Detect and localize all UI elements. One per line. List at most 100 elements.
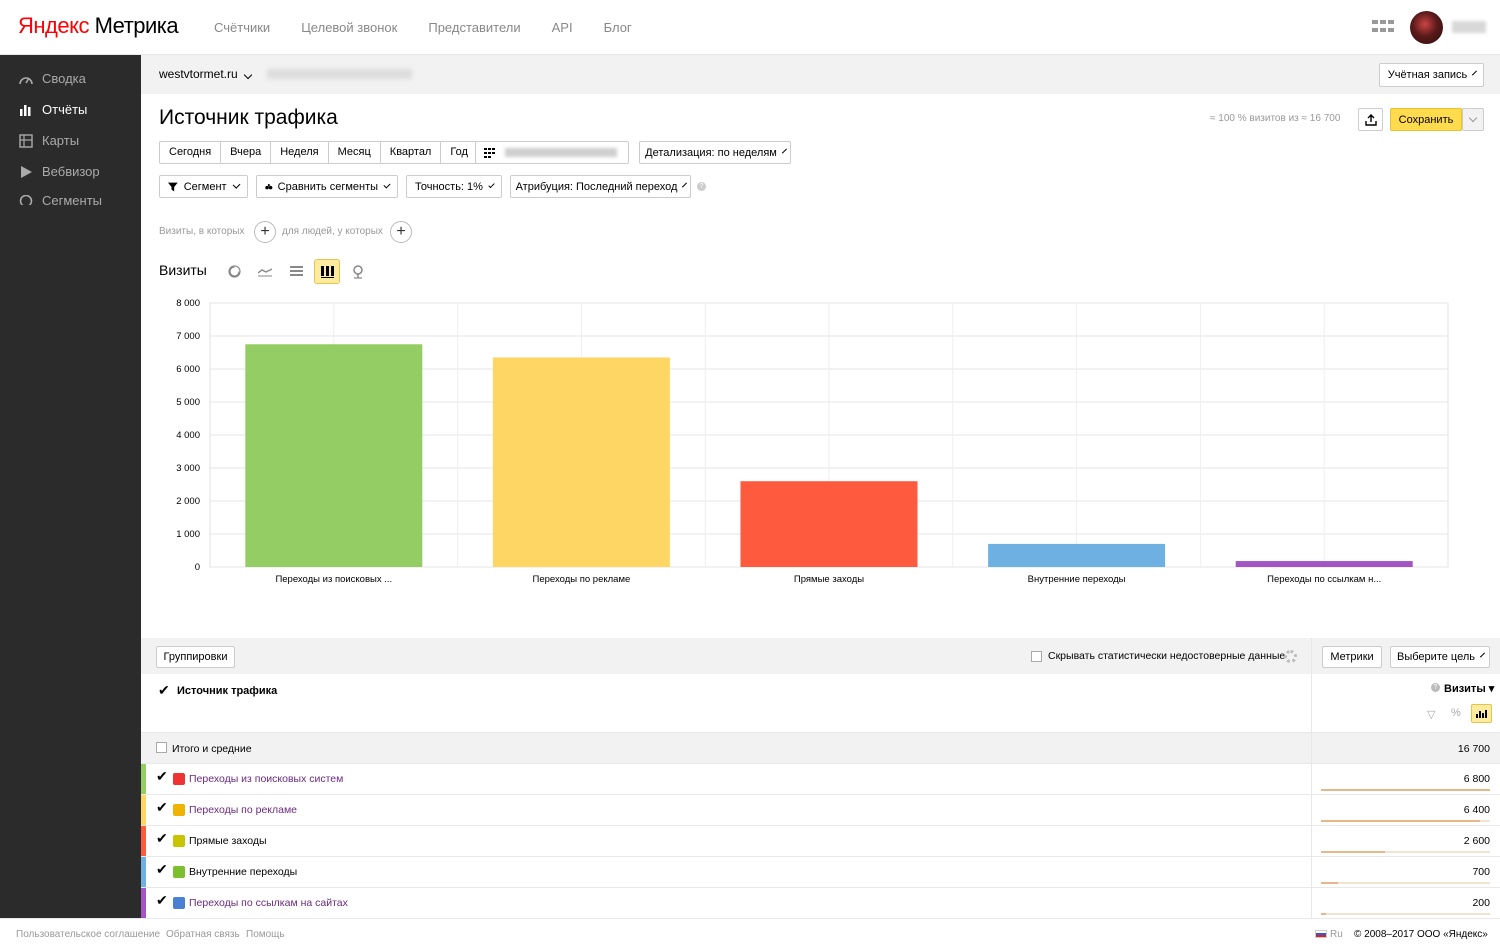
add-visit-filter-button[interactable]: + [254, 221, 276, 243]
period-selector: Сегодня Вчера Неделя Месяц Квартал Год [159, 141, 478, 164]
sidebar-item-reports[interactable]: Отчёты [18, 102, 87, 117]
nav-blog[interactable]: Блог [603, 20, 632, 35]
row-label[interactable]: Переходы из поисковых систем [189, 773, 344, 785]
checkmark-icon[interactable]: ✔ [158, 682, 170, 698]
x-tick-label: Внутренние переходы [1028, 574, 1126, 585]
help-icon[interactable]: ? [697, 182, 706, 191]
pie-chart-icon[interactable] [221, 259, 247, 284]
export-button[interactable] [1358, 108, 1383, 131]
segment-button[interactable]: Сегмент [159, 175, 248, 198]
share-bar-fill [1321, 913, 1327, 915]
table-row[interactable]: ✔ Переходы по рекламе 6 400 [141, 794, 1500, 826]
chevron-down-icon [781, 148, 787, 153]
account-button[interactable]: Учётная запись [1379, 63, 1484, 87]
save-button[interactable]: Сохранить [1390, 108, 1462, 131]
metrics-button[interactable]: Метрики [1322, 646, 1382, 668]
line-chart-icon[interactable] [252, 259, 278, 284]
sidebar-item-summary[interactable]: Сводка [18, 71, 86, 86]
checkmark-icon[interactable]: ✔ [156, 892, 168, 908]
sidebar-item-label: Сегменты [42, 195, 103, 205]
compare-label: Сравнить сегменты [277, 180, 379, 193]
nav-counters[interactable]: Счётчики [214, 20, 271, 35]
row-value: 6 400 [1463, 804, 1490, 816]
row-label[interactable]: Переходы по рекламе [189, 804, 298, 816]
nav-api[interactable]: API [551, 20, 573, 35]
compare-segments-button[interactable]: Сравнить сегменты [256, 175, 398, 198]
checkmark-icon[interactable]: ✔ [156, 799, 168, 815]
goal-dropdown[interactable]: Выберите цель [1390, 646, 1490, 668]
y-tick-label: 6 000 [176, 364, 200, 375]
date-range-picker[interactable] [475, 141, 629, 164]
chevron-down-icon [488, 181, 495, 188]
row-label[interactable]: Прямые заходы [189, 835, 267, 847]
bar-chart-icon[interactable] [1471, 704, 1492, 723]
checkmark-icon[interactable]: ✔ [156, 768, 168, 784]
period-month[interactable]: Месяц [328, 141, 381, 164]
agreement-link[interactable]: Пользовательское соглашение [16, 929, 161, 940]
sidebar-item-maps[interactable]: Карты [18, 133, 79, 148]
dimension-header[interactable]: Источник трафика [177, 685, 278, 697]
percent-icon[interactable]: % [1451, 707, 1461, 719]
y-tick-label: 0 [195, 562, 200, 573]
detail-dropdown[interactable]: Детализация: по неделям [639, 141, 791, 164]
table-row[interactable]: ✔ Переходы по ссылкам на сайтах 200 [141, 887, 1500, 919]
checkmark-icon[interactable]: ✔ [156, 830, 168, 846]
share-bar [1321, 882, 1490, 884]
bar-chart-icon[interactable] [314, 259, 340, 284]
detail-label: Детализация: по неделям [645, 146, 777, 159]
period-yesterday[interactable]: Вчера [221, 141, 272, 164]
row-label[interactable]: Внутренние переходы [189, 866, 298, 878]
table-row[interactable]: ✔ Внутренние переходы 700 [141, 856, 1500, 888]
source-icon [173, 897, 185, 909]
sidebar-item-webvisor[interactable]: Вебвизор [18, 164, 100, 179]
nav-representatives[interactable]: Представители [428, 20, 521, 35]
export-icon [1364, 113, 1377, 126]
series-color-stripe [141, 857, 146, 888]
visits-sampling-info: ≈ 100 % визитов из ≈ 16 700 [1210, 113, 1341, 124]
attribution-dropdown[interactable]: Атрибуция: Последний переход [510, 175, 691, 198]
totals-checkbox[interactable] [156, 742, 167, 753]
area-chart-icon[interactable] [283, 259, 309, 284]
groupings-button[interactable]: Группировки [156, 646, 235, 668]
site-selector[interactable]: westvtormet.ru [159, 67, 252, 81]
map-icon [19, 133, 33, 148]
logo[interactable]: Яндекс Метрика [18, 13, 179, 39]
help-link[interactable]: Помощь [246, 929, 285, 940]
metric-header[interactable]: Визиты ▾ [1444, 683, 1495, 695]
feedback-link[interactable]: Обратная связь [166, 929, 240, 940]
column-divider [1311, 638, 1312, 918]
table-row[interactable]: ✔ Прямые заходы 2 600 [141, 825, 1500, 857]
metrics-label: Метрики [1330, 651, 1374, 663]
language-link[interactable]: Ru [1330, 929, 1343, 940]
save-options-button[interactable] [1462, 108, 1484, 131]
sidebar-item-segments[interactable]: Сегменты [18, 195, 102, 205]
share-bar [1321, 913, 1490, 915]
bar [245, 344, 423, 567]
share-bar-fill [1321, 851, 1386, 853]
hide-unreliable-checkbox[interactable] [1031, 651, 1042, 662]
add-people-filter-button[interactable]: + [390, 221, 412, 243]
apps-grid-icon[interactable] [1372, 20, 1394, 34]
date-range-blurred [505, 148, 617, 157]
row-label[interactable]: Переходы по ссылкам на сайтах [189, 897, 348, 909]
map-pin-icon[interactable] [345, 259, 371, 284]
counter-id-blurred [267, 69, 412, 79]
period-quarter[interactable]: Квартал [380, 141, 442, 164]
row-value: 700 [1472, 866, 1490, 878]
nav-target-call[interactable]: Целевой звонок [301, 20, 398, 35]
filter-icon[interactable]: ▽ [1427, 709, 1436, 721]
gear-icon[interactable] [1284, 650, 1297, 663]
table-toolbar [141, 638, 1500, 674]
avatar[interactable] [1410, 11, 1443, 44]
accuracy-dropdown[interactable]: Точность: 1% [406, 175, 502, 198]
period-today[interactable]: Сегодня [159, 141, 222, 164]
attribution-label: Атрибуция: Последний переход [515, 180, 678, 193]
checkmark-icon[interactable]: ✔ [156, 861, 168, 877]
share-bar [1321, 851, 1490, 853]
table-row[interactable]: ✔ Переходы из поисковых систем 6 800 [141, 763, 1500, 795]
user-name-blurred[interactable] [1452, 21, 1486, 33]
period-week[interactable]: Неделя [271, 141, 329, 164]
help-icon[interactable]: ? [1431, 683, 1440, 692]
accuracy-label: Точность: 1% [415, 180, 483, 193]
period-year[interactable]: Год [441, 141, 478, 164]
